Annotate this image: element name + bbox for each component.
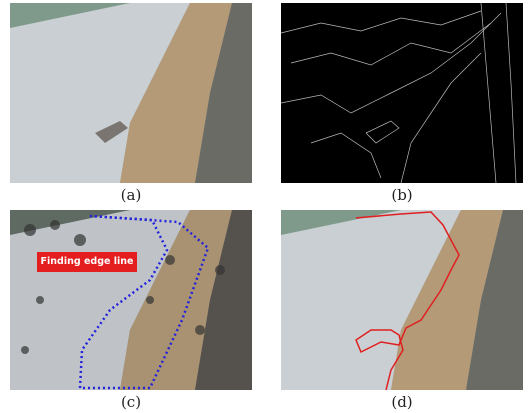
figure: (a) (b) Finding edge line (c) [0, 0, 530, 413]
photo-c [10, 210, 252, 390]
photo-a [10, 3, 252, 183]
caption: (c) [10, 393, 252, 411]
caption: (b) [281, 186, 523, 204]
caption: (d) [281, 393, 523, 411]
annotation: Finding edge line [37, 252, 137, 272]
caption: (a) [10, 186, 252, 204]
photo-d [281, 210, 523, 390]
edge-map-b [281, 3, 523, 183]
